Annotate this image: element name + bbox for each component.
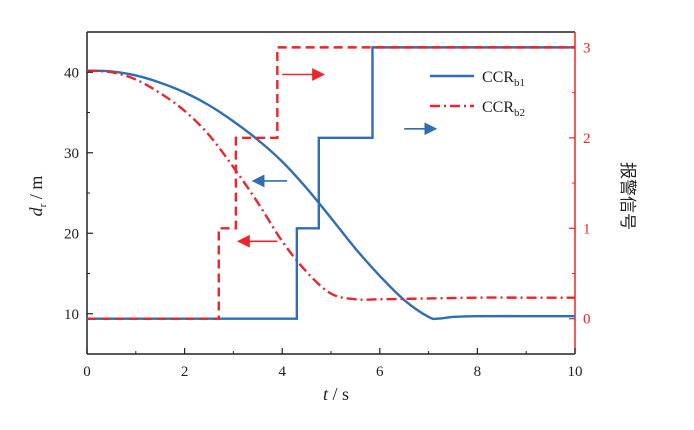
series-distance-ccr-b2 — [86, 69, 575, 301]
y-axis-right-label: 报警信号 — [617, 162, 637, 230]
series-alarm-ccr-b1 — [87, 46, 575, 320]
x-tick-label: 8 — [474, 364, 482, 380]
x-tick-label: 0 — [83, 364, 91, 380]
legend-label: CCRb1 — [482, 69, 525, 89]
series-alarm-ccr-b2 — [87, 46, 575, 320]
plot-area — [86, 31, 576, 355]
legend: CCRb1 CCRb2 — [430, 69, 525, 119]
x-axis-label: t / s — [323, 384, 349, 404]
y-tick-label: 20 — [64, 226, 79, 242]
x-tick-label: 2 — [181, 364, 189, 380]
y-axis-label: dr / m — [26, 176, 49, 217]
x-tick-label: 4 — [278, 364, 286, 380]
y-right-tick-label: 3 — [583, 40, 591, 56]
y-tick-label: 40 — [64, 65, 79, 81]
y-tick-label: 10 — [64, 307, 79, 323]
tick-layer: 0 2 4 6 8 10 10 20 30 40 0 1 2 3 — [64, 31, 591, 380]
y-right-tick-label: 0 — [583, 312, 591, 328]
y-right-tick-label: 2 — [583, 131, 591, 147]
legend-label: CCRb2 — [482, 99, 525, 119]
x-tick-label: 6 — [376, 364, 384, 380]
x-tick-label: 10 — [568, 364, 583, 380]
y-right-tick-label: 1 — [583, 221, 591, 237]
y-tick-label: 30 — [64, 146, 79, 162]
